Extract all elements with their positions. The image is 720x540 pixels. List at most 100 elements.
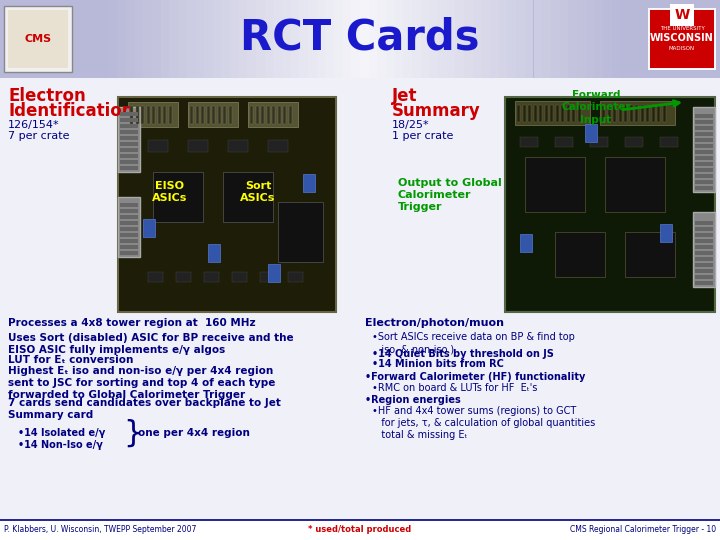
Text: LUT for Eₜ conversion: LUT for Eₜ conversion (8, 355, 133, 365)
Text: •Region energies: •Region energies (365, 395, 461, 405)
Bar (550, 105, 553, 122)
Bar (188, 140, 208, 152)
Bar (567, 105, 570, 122)
Bar (648, 8, 716, 70)
Bar (120, 166, 138, 170)
Bar (128, 102, 178, 127)
Text: Jet: Jet (392, 87, 418, 105)
Text: Electron/photon/muon: Electron/photon/muon (365, 318, 504, 328)
Bar (577, 105, 580, 122)
Bar (555, 137, 573, 147)
Bar (135, 0, 143, 78)
Bar (118, 197, 140, 257)
Bar (590, 137, 608, 147)
Bar (266, 106, 269, 124)
Text: •HF and 4x4 tower sums (regions) to GCT
   for jets, τ, & calculation of global : •HF and 4x4 tower sums (regions) to GCT … (372, 406, 595, 440)
Bar (523, 105, 526, 122)
Bar (585, 0, 594, 78)
Bar (695, 257, 713, 261)
Bar (120, 148, 138, 152)
Bar (490, 0, 499, 78)
Bar (695, 269, 713, 273)
Bar (403, 0, 412, 78)
Bar (561, 105, 564, 122)
Bar (695, 150, 713, 154)
Bar (695, 186, 713, 190)
Bar (395, 0, 403, 78)
Bar (212, 0, 221, 78)
Text: Electron: Electron (8, 87, 86, 105)
Bar (594, 0, 603, 78)
Bar (555, 232, 605, 277)
Bar (660, 137, 678, 147)
Bar (551, 0, 559, 78)
Bar (695, 144, 713, 148)
Bar (695, 221, 713, 225)
Bar (239, 0, 248, 78)
Bar (377, 0, 386, 78)
Bar (178, 0, 186, 78)
Bar (585, 124, 597, 142)
Bar (317, 0, 325, 78)
Text: Uses Sort (disabled) ASIC for BP receive and the
EISO ASIC fully implements e/γ : Uses Sort (disabled) ASIC for BP receive… (8, 333, 294, 355)
Bar (420, 0, 429, 78)
Bar (695, 281, 713, 285)
Bar (169, 0, 178, 78)
Bar (195, 0, 204, 78)
Text: 7 per crate: 7 per crate (8, 131, 70, 141)
Bar (212, 106, 215, 124)
Bar (204, 0, 212, 78)
Bar (120, 160, 138, 164)
Text: •14 Quiet Bits by threshold on JS: •14 Quiet Bits by threshold on JS (372, 349, 554, 359)
Bar (248, 0, 256, 78)
Bar (369, 0, 377, 78)
Text: THE UNIVERSITY: THE UNIVERSITY (660, 25, 704, 30)
Bar (447, 0, 456, 78)
Bar (0, 0, 720, 78)
Text: •14 Non-Iso e/γ: •14 Non-Iso e/γ (18, 440, 103, 450)
Bar (228, 106, 232, 124)
Bar (143, 219, 155, 237)
Bar (176, 272, 191, 282)
Bar (516, 0, 525, 78)
Bar (334, 0, 343, 78)
Bar (695, 138, 713, 142)
Text: Sort
ASICs: Sort ASICs (240, 181, 276, 203)
Bar (300, 0, 308, 78)
Bar (505, 97, 715, 312)
Bar (168, 106, 171, 124)
Text: Summary: Summary (392, 102, 481, 120)
Bar (695, 114, 713, 118)
Bar (693, 212, 715, 287)
Bar (289, 106, 292, 124)
Bar (196, 106, 199, 124)
Bar (695, 263, 713, 267)
Text: •Forward Calorimeter (HF) functionality: •Forward Calorimeter (HF) functionality (365, 372, 585, 382)
Text: 1 per crate: 1 per crate (392, 131, 454, 141)
Bar (662, 105, 665, 122)
Bar (482, 0, 490, 78)
Bar (223, 172, 273, 222)
Bar (528, 105, 531, 122)
Bar (559, 0, 568, 78)
Bar (646, 105, 649, 122)
Bar (282, 0, 291, 78)
Bar (230, 0, 239, 78)
Bar (608, 105, 611, 122)
Bar (204, 272, 219, 282)
Bar (568, 0, 577, 78)
Bar (120, 233, 138, 237)
Text: }: } (123, 418, 143, 448)
Bar (120, 136, 138, 140)
Bar (161, 0, 169, 78)
Bar (274, 0, 282, 78)
Bar (223, 106, 226, 124)
Bar (539, 105, 542, 122)
Bar (412, 0, 420, 78)
Text: W: W (675, 8, 690, 22)
Bar (525, 0, 534, 78)
Bar (695, 120, 713, 124)
Bar (670, 4, 694, 26)
Text: one per 4x4 region: one per 4x4 region (138, 428, 250, 438)
Bar (120, 203, 138, 207)
